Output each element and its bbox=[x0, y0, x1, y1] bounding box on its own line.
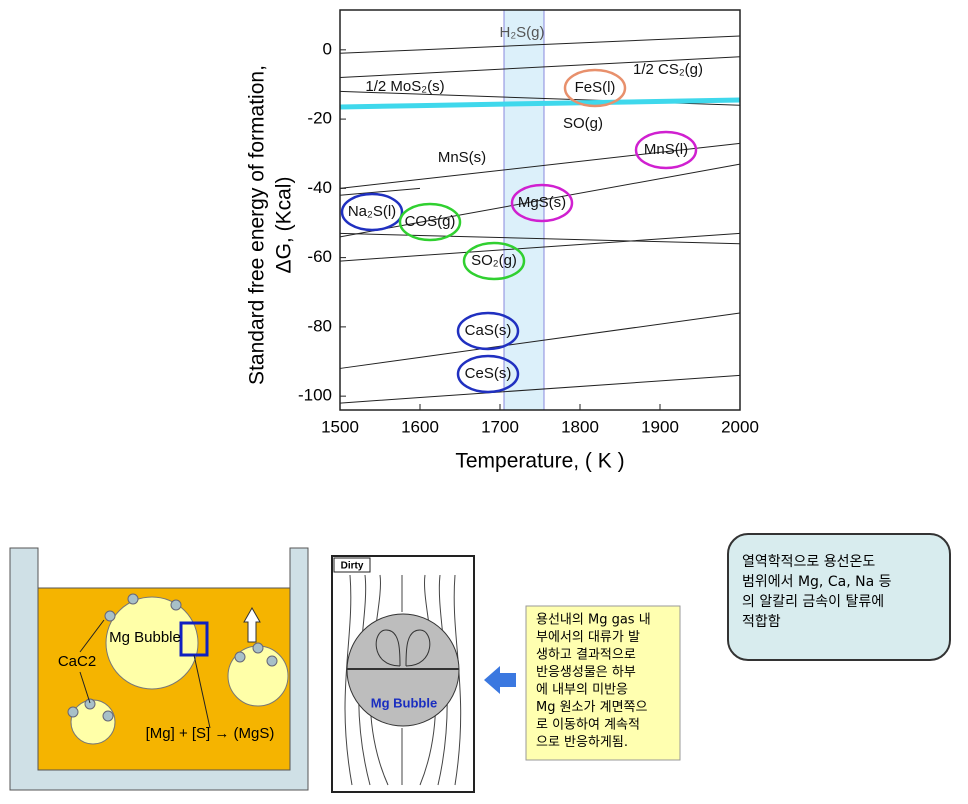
y-axis-label: ΔG, (Kcal) bbox=[273, 177, 296, 274]
note-line: 으로 반응하게됨. bbox=[536, 735, 628, 750]
annotation: 1/2 MoS₂(s) bbox=[365, 78, 444, 95]
plot-frame bbox=[339, 9, 741, 411]
leader bbox=[79, 619, 105, 704]
summary-line: 범위에서 Mg, Ca, Na 등 bbox=[742, 574, 892, 590]
annotation-ring bbox=[456, 311, 520, 351]
flow-diagram: Dirty Mg Bubble bbox=[331, 555, 475, 793]
series-line bbox=[339, 35, 741, 54]
x-tick-label: 2000 bbox=[721, 417, 759, 436]
series-line bbox=[339, 97, 741, 110]
note-line: Mg 원소가 계면쪽으 bbox=[536, 700, 647, 715]
pointer-arrow bbox=[484, 666, 516, 694]
annotation: MnS(l) bbox=[644, 141, 688, 158]
vessel: Mg Bubble CaC2 [Mg] + [S] → (MgS) bbox=[9, 547, 309, 791]
reaction-label: [Mg] + [S] → (MgS) bbox=[146, 725, 275, 742]
summary-box bbox=[727, 533, 951, 661]
summary-line: 의 알칼리 금속이 탈류에 bbox=[742, 594, 884, 610]
annotation-ring bbox=[510, 183, 574, 223]
y-tick-label: 0 bbox=[323, 39, 332, 58]
x-tick-label: 1700 bbox=[481, 417, 519, 436]
annotation-ring bbox=[340, 192, 404, 232]
note-box bbox=[525, 605, 681, 761]
vortices bbox=[347, 629, 459, 670]
summary-line: 열역학적으로 용선온도 bbox=[742, 554, 875, 570]
chart: 1500 1600 1700 1800 1900 2000 0 -20 -40 -60 -80 -10… bbox=[298, 9, 759, 436]
annotation: SO(g) bbox=[563, 115, 603, 132]
note-line: 로 이동하여 계속적 bbox=[536, 718, 640, 733]
reagent-label: CaC2 bbox=[58, 653, 96, 670]
rise-arrow bbox=[243, 606, 261, 643]
note-line: 에 내부의 미반응 bbox=[536, 683, 628, 698]
tag-label: Dirty bbox=[341, 561, 364, 572]
x-tick-label: 1900 bbox=[641, 417, 679, 436]
annotation: CeS(s) bbox=[465, 365, 512, 382]
leader bbox=[193, 654, 211, 729]
annotation: SO₂(g) bbox=[471, 252, 517, 269]
annotation-ring bbox=[462, 241, 526, 281]
series-line bbox=[339, 312, 741, 369]
annotation: 1/2 CS₂(g) bbox=[633, 61, 703, 78]
annotation: Na₂S(l) bbox=[348, 203, 396, 220]
particles bbox=[67, 593, 278, 722]
series-line bbox=[339, 56, 741, 79]
annotation: MgS(s) bbox=[518, 194, 566, 211]
annotation-ring bbox=[634, 130, 698, 170]
series-line bbox=[339, 163, 741, 238]
annotation-ring bbox=[563, 68, 627, 108]
y-tick-label: -40 bbox=[307, 178, 332, 197]
annotation: CaS(s) bbox=[465, 322, 512, 339]
annotation: FeS(l) bbox=[575, 79, 616, 96]
x-axis-label: Temperature, ( K ) bbox=[455, 450, 624, 473]
x-tick-label: 1800 bbox=[561, 417, 599, 436]
y-axis-label: Standard free energy of formation, bbox=[246, 65, 269, 385]
x-tick-label: 1600 bbox=[401, 417, 439, 436]
annotation: MnS(s) bbox=[438, 149, 486, 166]
y-tick-label: -20 bbox=[307, 109, 332, 128]
annotation-ring bbox=[398, 202, 462, 242]
annotation: H₂S(g) bbox=[500, 24, 545, 41]
series-line bbox=[339, 142, 741, 189]
y-tick-label: -100 bbox=[298, 386, 332, 405]
y-tick-label: -80 bbox=[307, 316, 332, 335]
note-line: 반응생성물은 하부 bbox=[536, 665, 636, 680]
bubble bbox=[105, 596, 199, 690]
note-line: 부에서의 대류가 발 bbox=[536, 630, 640, 645]
note-line: 용선내의 Mg gas 내 bbox=[536, 613, 651, 628]
annotation: COS(g) bbox=[405, 213, 456, 230]
series-line bbox=[339, 232, 741, 262]
summary-line: 적합함 bbox=[742, 614, 781, 630]
bubble-label: Mg Bubble bbox=[109, 629, 181, 646]
bubble-label: Mg Bubble bbox=[371, 695, 437, 710]
note-line: 생하고 결과적으로 bbox=[536, 648, 636, 663]
y-tick-label: -60 bbox=[307, 247, 332, 266]
x-tick-label: 1500 bbox=[321, 417, 359, 436]
tag-box bbox=[333, 557, 371, 573]
series-line bbox=[339, 187, 421, 196]
annotation-ring bbox=[456, 354, 520, 394]
series-line bbox=[339, 374, 741, 404]
